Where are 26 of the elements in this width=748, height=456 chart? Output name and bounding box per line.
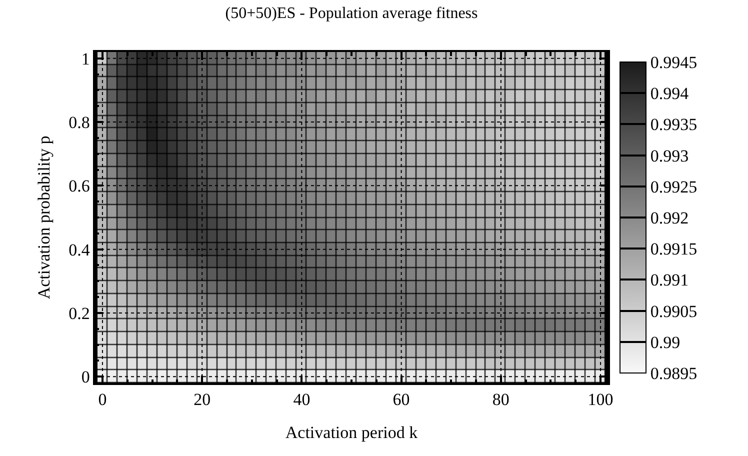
color-bar-label: 0.9915 <box>650 240 698 259</box>
x-tick-label: 0 <box>98 390 107 410</box>
y-tick-label: 1 <box>81 49 90 68</box>
y-tick-label: 0.4 <box>68 240 90 260</box>
x-tick-label: 20 <box>194 390 211 410</box>
y-axis-title: Activation probability p <box>34 136 54 300</box>
color-bar-label: 0.993 <box>650 146 689 166</box>
color-bar-label: 0.99 <box>650 332 680 352</box>
color-bar-label: 0.9905 <box>650 302 698 321</box>
color-bar-label: 0.994 <box>650 84 690 104</box>
color-bar-label: 0.991 <box>650 270 689 290</box>
y-tick-label: 0.6 <box>68 176 90 196</box>
chart-title: (50+50)ES - Population average fitness <box>225 5 478 22</box>
x-tick-label: 100 <box>588 390 614 410</box>
x-tick-label: 40 <box>293 390 310 410</box>
color-bar-label: 0.9895 <box>650 364 698 383</box>
color-bar-label: 0.992 <box>650 208 689 228</box>
color-bar-label: 0.9935 <box>650 115 698 134</box>
y-tick-label: 0 <box>81 368 90 387</box>
x-tick-label: 60 <box>392 390 410 410</box>
y-tick-label: 0.2 <box>68 304 90 323</box>
y-tick-label: 0.8 <box>68 112 90 132</box>
x-tick-label: 80 <box>492 390 510 410</box>
color-bar-label: 0.9945 <box>650 52 698 72</box>
color-bar-label: 0.9925 <box>650 177 698 196</box>
x-axis-title: Activation period k <box>285 423 418 442</box>
